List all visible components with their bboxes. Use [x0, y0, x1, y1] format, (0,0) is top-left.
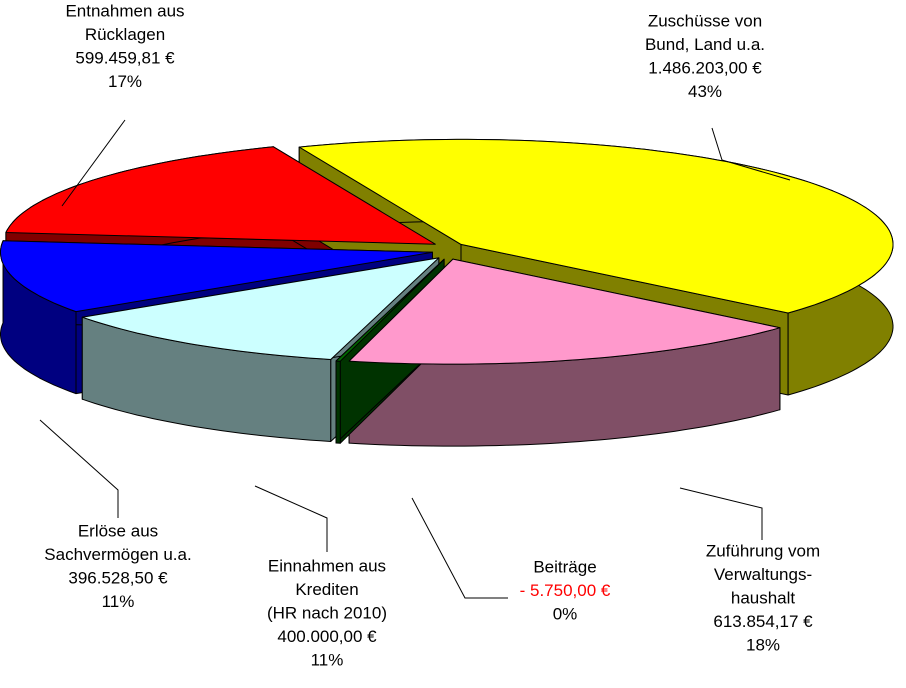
slice-side	[335, 360, 341, 444]
leader-line	[711, 127, 791, 181]
leader-lines	[39, 119, 791, 599]
percent-label: 18%	[746, 635, 780, 654]
percent-label: 11%	[311, 650, 344, 669]
value-label: - 5.750,00 €	[520, 581, 611, 600]
value-label: 599.459,81 €	[75, 48, 175, 67]
percent-label: 43%	[688, 82, 722, 101]
pie	[0, 138, 894, 447]
percent-label: 17%	[108, 72, 142, 91]
slice	[0, 240, 433, 313]
slice-label: Verwaltungs-	[714, 565, 812, 584]
slice	[335, 258, 445, 362]
leader-line	[411, 497, 508, 599]
leader-line	[679, 487, 763, 540]
slice-label: Zuschüsse von	[648, 11, 762, 30]
percent-label: 0%	[553, 604, 578, 623]
slice-label: Einnahmen aus	[268, 556, 386, 575]
slice-label: (HR nach 2010)	[267, 603, 387, 622]
percent-label: 11%	[102, 592, 135, 611]
slice	[298, 138, 894, 314]
value-label: 400.000,00 €	[277, 627, 377, 646]
slice-label: Erlöse aus	[78, 521, 158, 540]
slice-label: Beiträge	[533, 557, 596, 576]
slice	[348, 258, 781, 365]
leader-line	[39, 419, 119, 518]
value-label: 396.528,50 €	[68, 568, 168, 587]
value-label: 613.854,17 €	[713, 612, 813, 631]
leader-line	[254, 485, 328, 552]
slice	[5, 146, 436, 245]
slice-label: Bund, Land u.a.	[645, 35, 765, 54]
slice-label: Sachvermögen u.a.	[44, 545, 191, 564]
slice-label: Zuführung vom	[706, 541, 820, 560]
slice-label: Entnahmen aus	[65, 1, 184, 20]
slice	[81, 257, 440, 360]
slice-label: Rücklagen	[85, 25, 165, 44]
slice-label: haushalt	[731, 588, 796, 607]
value-label: 1.486.203,00 €	[648, 58, 762, 77]
leader-line	[61, 119, 126, 207]
slice-label: Krediten	[295, 580, 358, 599]
